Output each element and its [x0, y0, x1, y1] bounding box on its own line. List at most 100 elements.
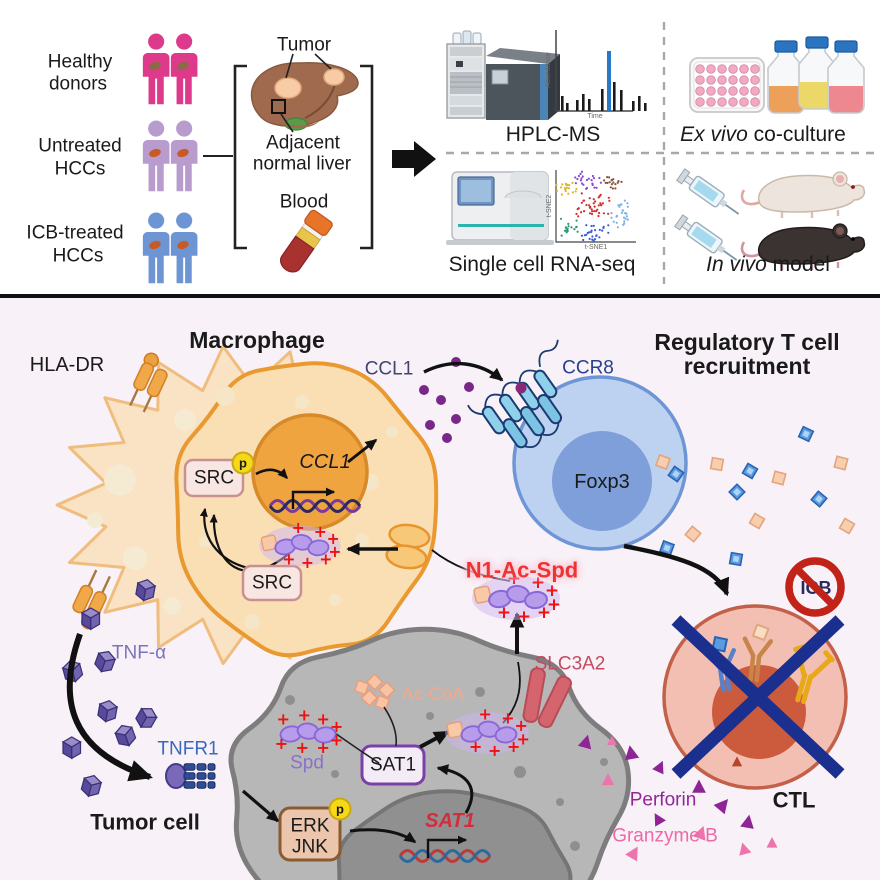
svg-text:+: +: [297, 706, 311, 725]
ccl1-bound-dot: [515, 382, 527, 394]
receptor-tan-icon: [742, 623, 774, 683]
phospho-circle-2: [328, 797, 352, 821]
ctl-nucleus: [712, 665, 806, 759]
cohort-label-healthy-line1: Healthy: [47, 51, 113, 73]
method-label-scrna: Single cell RNA-seq: [448, 253, 636, 277]
tsne-xlabel: t-SNE1: [584, 244, 608, 252]
ccl1-gene-label: CCL1: [299, 450, 351, 473]
tsne-plot: [555, 170, 636, 243]
svg-text:+: +: [501, 709, 515, 728]
study-design-panel: Healthy donors Untreated HCCs ICB-treate…: [0, 0, 880, 296]
cohort-person-icons: [142, 33, 198, 284]
perforin-label: Perforin: [629, 789, 697, 811]
cohort-label-icb-line2: HCCs: [52, 245, 104, 267]
sat1-gene-dna: [398, 849, 492, 863]
src-box-2: [241, 564, 303, 602]
src-label-1: SRC: [193, 467, 235, 489]
src-label-2: SRC: [251, 572, 293, 594]
hplc-instrument-icon: [446, 30, 560, 120]
method-label-invivo: In vivo model: [706, 253, 830, 277]
n1acspd-molecule-in-macrophage: + + +++ + +: [259, 518, 342, 572]
ccr8-label: CCR8: [562, 357, 614, 379]
hla-dr-receptor-top-icon: [129, 352, 168, 413]
arrow-tnfr1-to-erkjnk: [241, 789, 280, 823]
treg-title-line1: Regulatory T cell: [654, 329, 840, 356]
tnfr1-receptor-icon: [165, 763, 216, 789]
arrow-ccl1-to-ccr8: [423, 361, 504, 382]
tnfr1-label: TNFR1: [157, 738, 219, 760]
svg-text:+: +: [545, 581, 559, 601]
tumor-nodule-left: [274, 77, 302, 99]
tsne-clusters: [555, 170, 630, 242]
arrow-sat1-to-n1acspd: [419, 730, 450, 749]
svg-text:+: +: [514, 716, 528, 735]
sat1-gene-label: SAT1: [425, 809, 475, 832]
svg-text:+: +: [301, 553, 314, 572]
mechanism-panel: + + + + + + + + + + + + + + + + + + + + + + + + + + + + +: [0, 298, 880, 880]
method-label-exvivo: Ex vivo co-culture: [680, 123, 846, 147]
svg-text:+: +: [469, 737, 483, 756]
bracket-right: [360, 64, 374, 250]
tumor-cell-label: Tumor cell: [90, 809, 200, 835]
liver-illustration: [250, 53, 359, 133]
slc3a2-transporter-icon: [522, 667, 572, 729]
jnk-label: JNK: [292, 836, 328, 858]
n1acspd-label: N1-Ac-Spd: [465, 557, 579, 583]
line-spd-to-sat1: [331, 730, 380, 764]
ctl-label: CTL: [772, 787, 816, 813]
icb-prohibition-sign: ICB: [785, 557, 845, 617]
sequencer-icon: [446, 171, 554, 245]
svg-text:+: +: [547, 595, 561, 615]
treg-nucleus: [552, 431, 652, 531]
flow-arrow: [392, 141, 436, 177]
svg-text:+: +: [497, 603, 511, 623]
sample-label-tumor: Tumor: [276, 34, 332, 56]
treg-secreted-squares: [654, 425, 856, 567]
macrophage-outer-vesicles: [87, 409, 196, 615]
svg-text:+: +: [319, 549, 332, 568]
tnf-alpha-molecules: [61, 578, 158, 798]
sat1-transcription-arrow: [426, 835, 468, 858]
flask-icon: [827, 40, 865, 114]
cohort-label-healthy-line2: donors: [48, 73, 108, 95]
ctl-blocked-x: [671, 615, 845, 779]
arrow-src-to-gene: [255, 468, 288, 479]
bracket-left: [233, 64, 247, 250]
line-accoa-to-sat1: [383, 706, 398, 747]
sample-label-adjacent-line1: Adjacent: [266, 132, 340, 154]
svg-text:+: +: [282, 549, 295, 568]
svg-text:+: +: [330, 730, 344, 749]
phospho-label-1: p: [239, 455, 247, 471]
tumor-nodule-right: [323, 68, 345, 86]
ccl1-protein-label: CCL1: [364, 358, 414, 380]
arrow-sat1gene-to-sat1box: [436, 764, 474, 814]
foxp3-label: Foxp3: [574, 470, 630, 493]
svg-text:+: +: [327, 529, 340, 548]
erk-jnk-box: [278, 806, 342, 862]
macrophage-title: Macrophage: [189, 327, 325, 354]
adjacent-tissue-marker: [271, 99, 286, 114]
accoa-molecules: [353, 673, 396, 711]
svg-text:+: +: [478, 705, 492, 724]
chromatogram-bars: [561, 51, 647, 111]
flask-icon: [798, 36, 836, 110]
arrow-tnfa-to-tnfr1: [66, 633, 153, 782]
ccr8-receptor-icon: [467, 339, 563, 449]
study-design-art: [142, 22, 874, 284]
phospho-label-2: p: [336, 801, 344, 817]
well-plate-icon: [689, 57, 765, 113]
chromatogram-ylabel: Abundance: [545, 52, 553, 88]
hla-dr-label: HLA-DR: [29, 353, 105, 376]
black-mouse-icon: [740, 223, 866, 270]
phospho-circle-1: [231, 451, 255, 475]
chromatogram-xlabel: Time: [587, 113, 603, 121]
arrow-treg-to-ctl: [623, 543, 730, 597]
cohort-label-icb-line1: ICB-treated: [26, 222, 124, 244]
blood-tube-icon: [279, 209, 333, 273]
svg-text:+: +: [516, 729, 530, 748]
sat1-enzyme-box: [360, 744, 426, 786]
slc3a2-label: SLC3A2: [534, 653, 606, 675]
svg-text:+: +: [517, 607, 531, 627]
svg-text:+: +: [292, 518, 305, 537]
